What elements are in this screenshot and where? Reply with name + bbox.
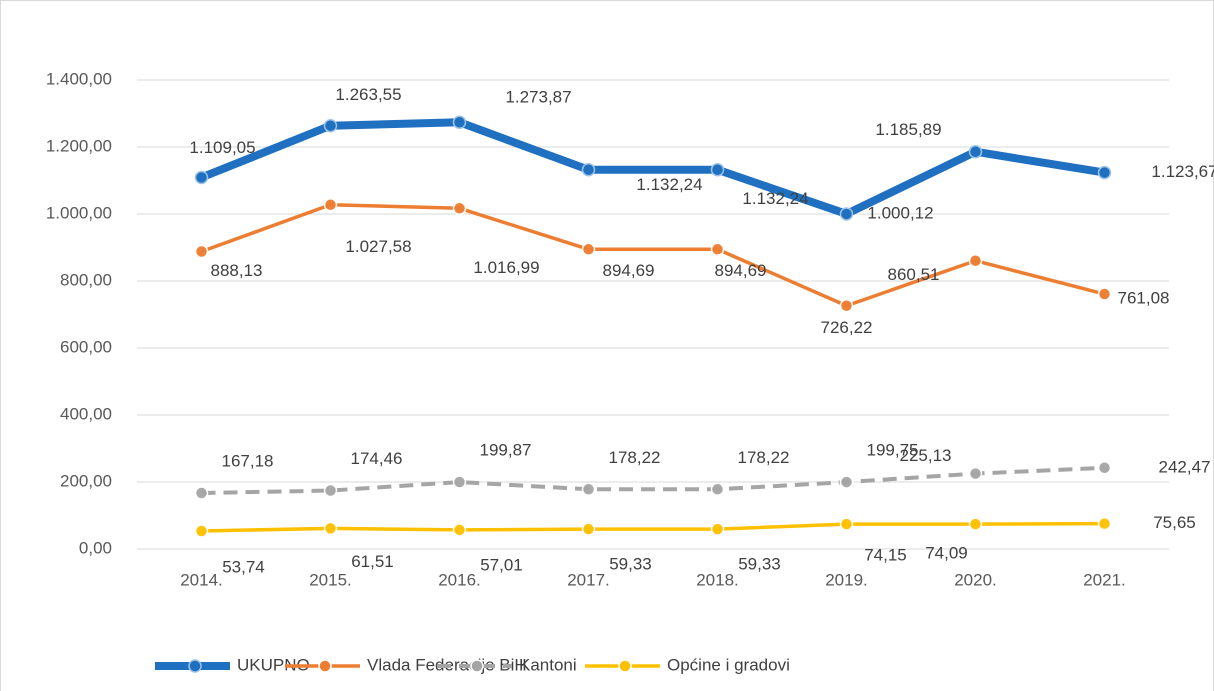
point-marker bbox=[452, 523, 467, 537]
data-label: 1.109,05 bbox=[189, 138, 255, 157]
data-label: 761,08 bbox=[1118, 289, 1170, 308]
point-marker bbox=[839, 517, 854, 531]
data-label: 61,51 bbox=[351, 552, 394, 571]
data-label: 74,15 bbox=[864, 546, 907, 565]
data-label: 1.185,89 bbox=[875, 120, 941, 139]
point-marker bbox=[839, 475, 854, 489]
x-tick-label: 2020. bbox=[954, 570, 997, 589]
y-tick-label: 200,00 bbox=[60, 471, 112, 490]
legend-marker bbox=[318, 659, 332, 673]
x-tick-label: 2014. bbox=[180, 570, 223, 589]
point-marker bbox=[710, 162, 725, 177]
series-line bbox=[200, 203, 1105, 308]
data-label: 1.123,67 bbox=[1151, 162, 1214, 181]
y-tick-label: 800,00 bbox=[60, 270, 112, 289]
legend-marker bbox=[618, 659, 632, 673]
point-marker bbox=[1097, 461, 1112, 475]
point-marker bbox=[194, 524, 209, 538]
point-marker bbox=[710, 482, 725, 497]
series-line bbox=[201, 521, 1105, 533]
data-label: 1.000,12 bbox=[867, 203, 933, 222]
data-label: 199,87 bbox=[480, 441, 532, 460]
data-label: 1.132,24 bbox=[636, 175, 702, 194]
x-tick-label: 2018. bbox=[696, 570, 739, 589]
data-label: 74,09 bbox=[925, 544, 968, 563]
legend-label: Općine i gradovi bbox=[667, 655, 790, 674]
point-marker bbox=[710, 242, 725, 257]
x-tick-label: 2021. bbox=[1083, 570, 1126, 589]
data-label: 225,13 bbox=[900, 446, 952, 465]
point-marker bbox=[1097, 287, 1112, 301]
y-tick-label: 0,00 bbox=[79, 538, 112, 557]
data-label: 860,51 bbox=[888, 265, 940, 284]
point-marker bbox=[839, 207, 854, 221]
point-marker bbox=[581, 522, 596, 536]
point-marker bbox=[968, 466, 983, 481]
y-tick-label: 1.400,00 bbox=[46, 69, 112, 88]
point-marker bbox=[581, 242, 596, 257]
point-marker bbox=[452, 201, 467, 216]
point-marker bbox=[194, 486, 209, 500]
point-marker bbox=[452, 115, 467, 130]
point-marker bbox=[323, 483, 338, 498]
point-marker bbox=[323, 198, 338, 212]
y-tick-label: 1.200,00 bbox=[46, 136, 112, 155]
y-tick-label: 600,00 bbox=[60, 337, 112, 356]
point-marker bbox=[581, 482, 596, 497]
point-marker bbox=[323, 118, 338, 133]
data-label: 1.027,58 bbox=[345, 237, 411, 256]
data-label: 1.263,55 bbox=[335, 85, 401, 104]
x-tick-label: 2015. bbox=[309, 570, 352, 589]
point-marker bbox=[1097, 165, 1112, 180]
point-marker bbox=[710, 522, 725, 536]
point-marker bbox=[194, 170, 209, 185]
data-label: 1.016,99 bbox=[473, 258, 539, 277]
data-label: 57,01 bbox=[480, 555, 523, 574]
data-label: 174,46 bbox=[351, 449, 403, 468]
point-marker bbox=[968, 517, 983, 531]
point-marker bbox=[968, 144, 983, 159]
y-tick-label: 1.000,00 bbox=[46, 203, 112, 222]
point-marker bbox=[194, 244, 209, 259]
data-label: 178,22 bbox=[609, 448, 661, 467]
point-marker bbox=[968, 253, 983, 268]
y-tick-label: 400,00 bbox=[60, 404, 112, 423]
series-line bbox=[200, 118, 1106, 218]
data-label: 178,22 bbox=[738, 448, 790, 467]
point-marker bbox=[839, 298, 854, 313]
data-label: 242,47 bbox=[1159, 457, 1211, 476]
legend-marker bbox=[188, 659, 202, 673]
x-tick-label: 2017. bbox=[567, 570, 610, 589]
data-label: 1.132,24 bbox=[742, 189, 808, 208]
data-label: 199,75 bbox=[867, 441, 919, 460]
point-marker bbox=[452, 475, 467, 489]
data-label: 888,13 bbox=[211, 261, 263, 280]
data-label: 167,18 bbox=[222, 451, 274, 470]
point-marker bbox=[323, 521, 338, 536]
data-label: 726,22 bbox=[821, 318, 873, 337]
data-label: 59,33 bbox=[738, 555, 781, 574]
data-label: 53,74 bbox=[222, 557, 265, 576]
legend-label: UKUPNO bbox=[237, 655, 310, 674]
series-line bbox=[201, 465, 1105, 495]
data-label: 894,69 bbox=[603, 261, 655, 280]
data-label: 75,65 bbox=[1153, 513, 1196, 532]
x-tick-label: 2016. bbox=[438, 570, 481, 589]
legend-marker bbox=[470, 659, 484, 673]
data-label: 894,69 bbox=[715, 261, 767, 280]
point-marker bbox=[581, 162, 596, 177]
point-marker bbox=[1097, 516, 1112, 531]
x-tick-label: 2019. bbox=[825, 570, 868, 589]
data-label: 59,33 bbox=[609, 555, 652, 574]
legend-label: Kantoni bbox=[519, 655, 577, 674]
data-label: 1.273,87 bbox=[505, 88, 571, 107]
